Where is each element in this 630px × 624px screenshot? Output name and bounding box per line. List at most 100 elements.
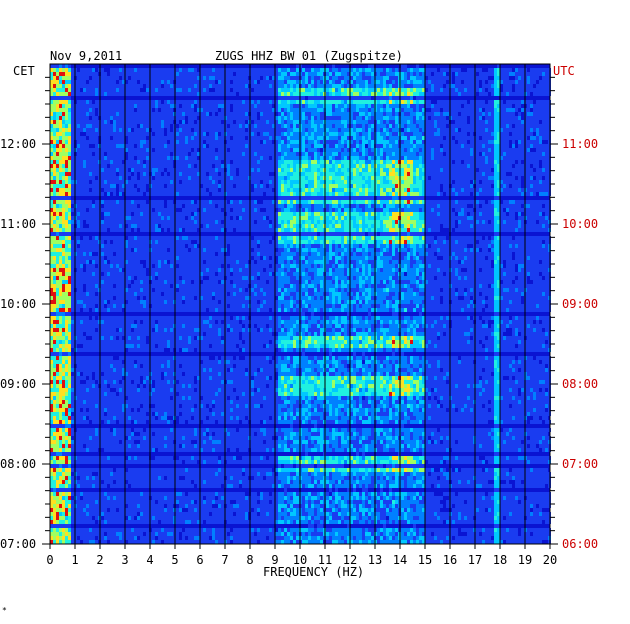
heatmap-cell [512, 176, 515, 180]
heatmap-cell [221, 104, 224, 108]
heatmap-cell [311, 76, 314, 80]
heatmap-cell [68, 120, 71, 124]
heatmap-cell [368, 196, 371, 200]
heatmap-cell [458, 92, 461, 96]
heatmap-cell [500, 176, 503, 180]
heatmap-cell [443, 108, 446, 112]
heatmap-cell [92, 176, 95, 180]
heatmap-cell [287, 124, 290, 128]
heatmap-cell [221, 76, 224, 80]
heatmap-cell [284, 136, 287, 140]
heatmap-cell [86, 144, 89, 148]
heatmap-cell [425, 184, 428, 188]
heatmap-cell [167, 156, 170, 160]
heatmap-cell [197, 184, 200, 188]
heatmap-cell [266, 68, 269, 72]
heatmap-cell [320, 96, 323, 100]
heatmap-cell [446, 88, 449, 92]
heatmap-cell [155, 180, 158, 184]
heatmap-cell [545, 76, 548, 80]
heatmap-cell [392, 152, 395, 156]
heatmap-cell [329, 164, 332, 168]
heatmap-cell [503, 192, 506, 196]
heatmap-cell [464, 164, 467, 168]
heatmap-cell [233, 76, 236, 80]
heatmap-cell [119, 104, 122, 108]
heatmap-cell [137, 148, 140, 152]
heatmap-cell [425, 104, 428, 108]
heatmap-cell [455, 100, 458, 104]
heatmap-cell [380, 92, 383, 96]
heatmap-cell [335, 104, 338, 108]
heatmap-cell [77, 132, 80, 136]
heatmap-cell [509, 192, 512, 196]
heatmap-cell [245, 192, 248, 196]
heatmap-cell [335, 188, 338, 192]
heatmap-cell [452, 144, 455, 148]
heatmap-cell [488, 84, 491, 88]
heatmap-cell [161, 120, 164, 124]
heatmap-cell [203, 104, 206, 108]
heatmap-cell [425, 80, 428, 84]
heatmap-cell [389, 192, 392, 196]
heatmap-cell [305, 172, 308, 176]
heatmap-cell [257, 88, 260, 92]
heatmap-cell [344, 116, 347, 120]
heatmap-cell [350, 140, 353, 144]
heatmap-cell [146, 172, 149, 176]
heatmap-cell [509, 188, 512, 192]
heatmap-cell [107, 120, 110, 124]
heatmap-cell [326, 172, 329, 176]
heatmap-cell [260, 188, 263, 192]
heatmap-cell [161, 116, 164, 120]
heatmap-cell [209, 152, 212, 156]
heatmap-cell [275, 132, 278, 136]
heatmap-cell [386, 192, 389, 196]
heatmap-cell [305, 76, 308, 80]
heatmap-cell [254, 164, 257, 168]
heatmap-cell [257, 84, 260, 88]
heatmap-cell [296, 104, 299, 108]
heatmap-cell [314, 152, 317, 156]
heatmap-cell [155, 112, 158, 116]
heatmap-cell [83, 160, 86, 164]
heatmap-cell [527, 92, 530, 96]
heatmap-cell [92, 108, 95, 112]
heatmap-cell [107, 128, 110, 132]
heatmap-cell [290, 152, 293, 156]
heatmap-cell [347, 128, 350, 132]
heatmap-cell [116, 124, 119, 128]
heatmap-cell [128, 116, 131, 120]
heatmap-cell [176, 136, 179, 140]
heatmap-cell [350, 128, 353, 132]
heatmap-cell [233, 88, 236, 92]
heatmap-cell [446, 152, 449, 156]
heatmap-cell [257, 172, 260, 176]
heatmap-cell [155, 80, 158, 84]
heatmap-cell [179, 112, 182, 116]
heatmap-cell [260, 144, 263, 148]
heatmap-cell [56, 188, 59, 192]
heatmap-cell [260, 148, 263, 152]
heatmap-cell [467, 136, 470, 140]
heatmap-cell [227, 188, 230, 192]
heatmap-cell [494, 128, 497, 132]
heatmap-cell [410, 92, 413, 96]
heatmap-cell [350, 188, 353, 192]
heatmap-cell [269, 84, 272, 88]
heatmap-cell [533, 180, 536, 184]
heatmap-cell [185, 84, 188, 88]
heatmap-cell [383, 112, 386, 116]
heatmap-cell [290, 172, 293, 176]
heatmap-cell [386, 92, 389, 96]
heatmap-cell [392, 132, 395, 136]
heatmap-cell [245, 68, 248, 72]
heatmap-cell [317, 168, 320, 172]
heatmap-cell [368, 176, 371, 180]
heatmap-cell [131, 184, 134, 188]
heatmap-cell [92, 164, 95, 168]
heatmap-cell [143, 120, 146, 124]
heatmap-cell [170, 184, 173, 188]
heatmap-cell [533, 160, 536, 164]
heatmap-cell [527, 124, 530, 128]
